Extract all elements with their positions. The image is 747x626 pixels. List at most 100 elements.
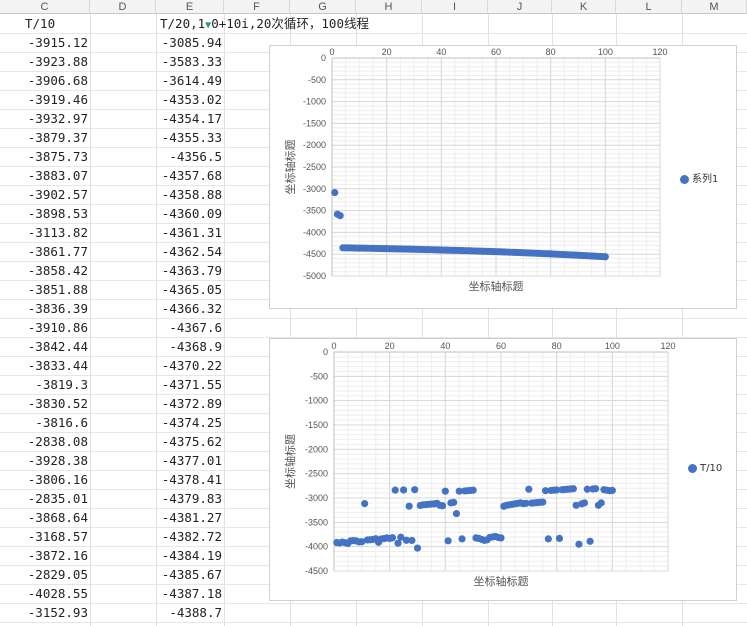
data-point[interactable]: [450, 498, 458, 506]
data-point[interactable]: [408, 536, 416, 545]
cell-c-value[interactable]: -3830.52: [27, 396, 88, 411]
cell-c1[interactable]: T/10: [25, 16, 56, 31]
cell-e-value[interactable]: -4356.5: [169, 149, 222, 164]
cell-c-value[interactable]: -3868.64: [27, 510, 88, 525]
triangle-down-icon[interactable]: ▼: [205, 20, 212, 31]
cell-e-value[interactable]: -4388.7: [169, 605, 222, 620]
cell-c-value[interactable]: -3113.82: [27, 225, 88, 240]
data-point[interactable]: [601, 253, 609, 261]
cell-e-value[interactable]: -4385.67: [161, 567, 222, 582]
cell-c-value[interactable]: -4028.55: [27, 586, 88, 601]
cell-e-value[interactable]: -4357.68: [161, 168, 222, 183]
cell-e-value[interactable]: -4379.83: [161, 491, 222, 506]
cell-c-value[interactable]: -3919.46: [27, 92, 88, 107]
data-point[interactable]: [399, 486, 408, 494]
cell-c-value[interactable]: -3902.57: [27, 187, 88, 202]
cell-c-value[interactable]: -3806.16: [27, 472, 88, 487]
cell-e-value[interactable]: -4354.17: [161, 111, 222, 126]
cell-e-value[interactable]: -3614.49: [161, 73, 222, 88]
cell-e-value[interactable]: -4361.31: [161, 225, 222, 240]
data-point[interactable]: [583, 485, 591, 493]
cell-c-value[interactable]: -3875.73: [27, 149, 88, 164]
x-axis-title[interactable]: 坐标轴标题: [469, 279, 524, 293]
data-point[interactable]: [331, 188, 339, 197]
data-point[interactable]: [575, 540, 583, 548]
cell-c-value[interactable]: -3883.07: [27, 168, 88, 183]
col-header-m[interactable]: M: [682, 0, 747, 14]
cell-e-value[interactable]: -4377.01: [161, 453, 222, 468]
data-point[interactable]: [455, 487, 463, 495]
cell-c-value[interactable]: -3836.39: [27, 301, 88, 316]
cell-e-value[interactable]: -4375.62: [161, 434, 222, 449]
data-point[interactable]: [522, 499, 530, 507]
data-point[interactable]: [597, 499, 605, 507]
data-point[interactable]: [411, 486, 419, 494]
cell-e-value[interactable]: -4366.32: [161, 301, 222, 316]
cell-e-value[interactable]: -4360.09: [161, 206, 222, 221]
data-point[interactable]: [444, 537, 452, 545]
cell-e-value[interactable]: -4382.72: [161, 529, 222, 544]
cell-e-value[interactable]: -4353.02: [161, 92, 222, 107]
data-point[interactable]: [572, 501, 580, 509]
cell-c-value[interactable]: -2829.05: [27, 567, 88, 582]
cell-e-value[interactable]: -4384.19: [161, 548, 222, 563]
cell-e-value[interactable]: -4367.6: [169, 320, 222, 335]
cell-c-value[interactable]: -3152.93: [27, 605, 88, 620]
data-point[interactable]: [452, 509, 461, 518]
data-point[interactable]: [592, 485, 600, 493]
cell-e-value[interactable]: -4362.54: [161, 244, 222, 259]
data-point[interactable]: [458, 535, 466, 543]
cell-e-value[interactable]: -4378.41: [161, 472, 222, 487]
cell-c-value[interactable]: -3872.16: [27, 548, 88, 563]
data-point[interactable]: [391, 486, 399, 494]
chart-series1[interactable]: 0 20 40 60 80 100 120 0 -500 -1000 -1500 -2000 -2500…: [269, 45, 737, 309]
col-header-f[interactable]: F: [224, 0, 290, 14]
data-point[interactable]: [441, 487, 449, 495]
cell-c-value[interactable]: -3932.97: [27, 111, 88, 126]
cell-e-value[interactable]: -4387.18: [161, 586, 222, 601]
data-point[interactable]: [586, 537, 594, 545]
data-point[interactable]: [397, 533, 405, 541]
cell-e-value[interactable]: -4381.27: [161, 510, 222, 525]
data-point[interactable]: [525, 485, 533, 493]
cell-e-value[interactable]: -4374.25: [161, 415, 222, 430]
cell-c-value[interactable]: -3910.86: [27, 320, 88, 335]
cell-c-value[interactable]: -3833.44: [27, 358, 88, 373]
cell-c-value[interactable]: -3819.3: [35, 377, 88, 392]
data-point[interactable]: [608, 486, 616, 495]
col-header-g[interactable]: G: [290, 0, 356, 14]
data-point[interactable]: [413, 544, 422, 552]
col-header-e[interactable]: E: [156, 0, 224, 14]
data-point[interactable]: [388, 534, 397, 542]
data-point[interactable]: [405, 502, 413, 510]
cell-c-value[interactable]: -3915.12: [27, 35, 88, 50]
data-point[interactable]: [394, 539, 402, 547]
col-header-d[interactable]: D: [90, 0, 156, 14]
cell-e-value[interactable]: -3583.33: [161, 54, 222, 69]
data-point[interactable]: [336, 211, 344, 220]
data-point[interactable]: [438, 502, 447, 510]
col-header-i[interactable]: I: [422, 0, 488, 14]
data-point[interactable]: [555, 534, 564, 542]
data-point[interactable]: [541, 487, 550, 495]
x-axis-title[interactable]: 坐标轴标题: [474, 574, 529, 588]
data-point[interactable]: [497, 534, 505, 542]
data-point[interactable]: [544, 535, 552, 543]
col-header-j[interactable]: J: [488, 0, 552, 14]
data-point[interactable]: [358, 538, 366, 546]
cell-c-value[interactable]: -2835.01: [27, 491, 88, 506]
cell-e-value[interactable]: -3085.94: [161, 35, 222, 50]
cell-c-value[interactable]: -3923.88: [27, 54, 88, 69]
cell-c-value[interactable]: -3898.53: [27, 206, 88, 221]
cell-e1[interactable]: T/20,1▼0+10i,20次循环，100线程: [160, 14, 369, 33]
cell-e-value[interactable]: -4365.05: [161, 282, 222, 297]
cell-e-value[interactable]: -4355.33: [161, 130, 222, 145]
data-point[interactable]: [553, 486, 561, 494]
data-point[interactable]: [580, 499, 589, 507]
data-point[interactable]: [402, 536, 410, 544]
cell-c-value[interactable]: -3861.77: [27, 244, 88, 259]
cell-c-value[interactable]: -3168.57: [27, 529, 88, 544]
cell-c-value[interactable]: -3842.44: [27, 339, 88, 354]
col-header-c[interactable]: C: [0, 0, 90, 14]
data-point[interactable]: [469, 486, 477, 494]
